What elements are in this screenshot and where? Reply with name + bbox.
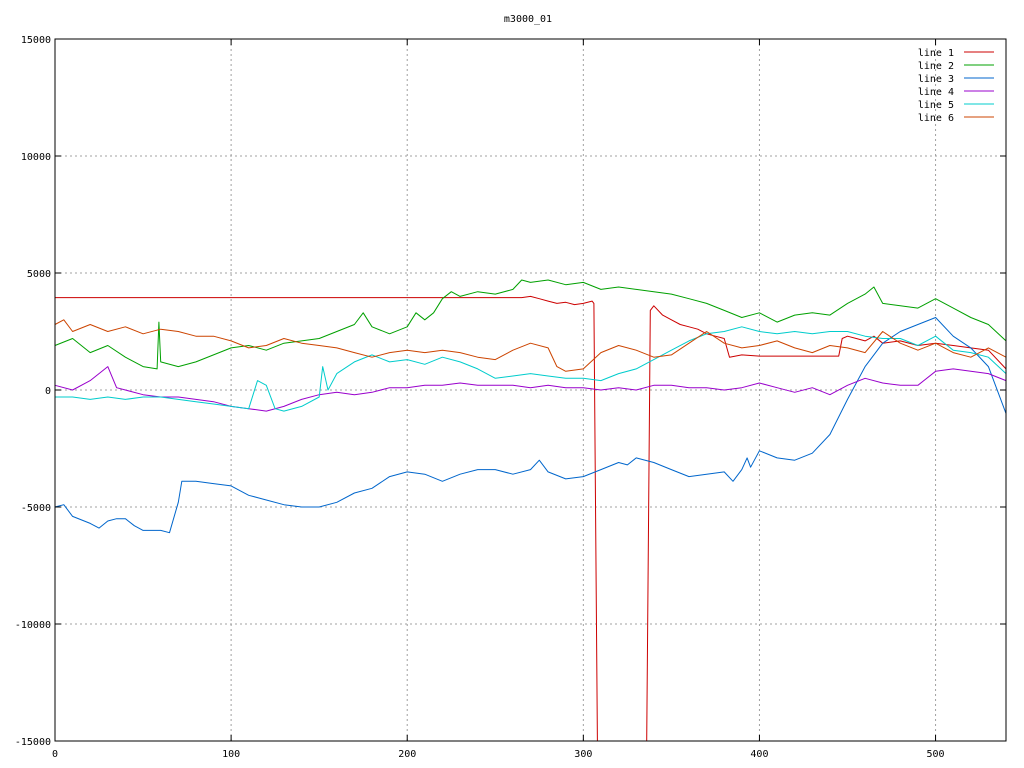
legend-label-1: line 1 — [918, 48, 954, 59]
y-tick-label: 15000 — [21, 35, 51, 46]
legend-label-6: line 6 — [918, 113, 954, 124]
x-tick-label: 100 — [222, 749, 240, 760]
y-tick-label: -5000 — [21, 503, 51, 514]
legend-label-4: line 4 — [918, 87, 954, 98]
legend-label-3: line 3 — [918, 74, 954, 85]
axes: -15000 -10000 -5000 0 5000 10000 15000 0 100 200 3… — [15, 35, 1007, 760]
legend-label-5: line 5 — [918, 100, 954, 111]
x-tick-label: 200 — [398, 749, 416, 760]
x-tick-label: 300 — [574, 749, 592, 760]
y-tick-label: 5000 — [27, 269, 51, 280]
x-tick-label: 400 — [750, 749, 768, 760]
series-line-1 — [55, 295, 1007, 742]
chart-title: m3000_01 — [504, 14, 552, 25]
series-line-3 — [54, 317, 1007, 534]
series-line-4 — [54, 366, 1007, 412]
y-tick-label: 0 — [45, 386, 51, 397]
x-tick-label: 0 — [52, 749, 58, 760]
legend: line 1 line 2 line 3 line 4 line 5 line 6 — [918, 48, 994, 124]
y-tick-label: 10000 — [21, 152, 51, 163]
x-tick-label: 500 — [927, 749, 945, 760]
series-line-5 — [55, 326, 1007, 412]
y-tick-label: -10000 — [15, 620, 51, 631]
legend-label-2: line 2 — [918, 61, 954, 72]
grid-lines — [55, 39, 1006, 741]
series-group — [54, 279, 1007, 742]
series-line-6 — [54, 319, 1007, 372]
y-tick-label: -15000 — [15, 737, 51, 748]
series-line-2 — [54, 279, 1007, 370]
